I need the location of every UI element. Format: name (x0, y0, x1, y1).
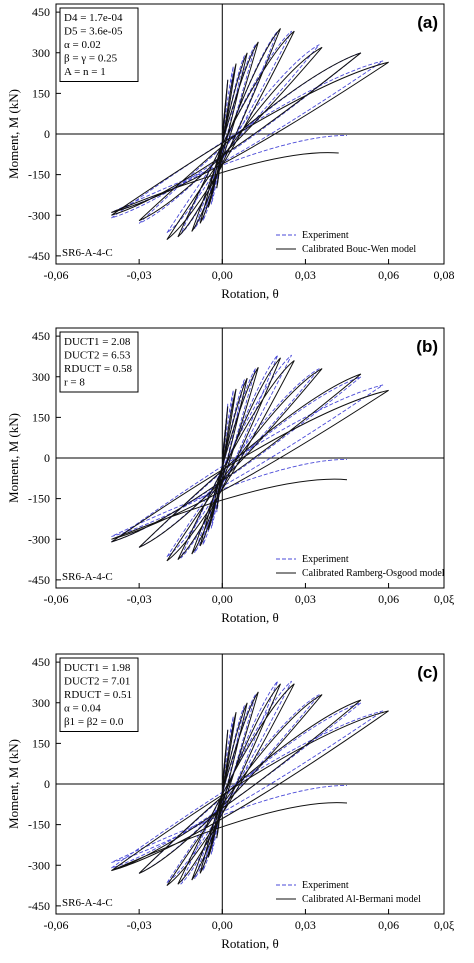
y-tick-label: -300 (28, 532, 50, 546)
y-tick-label: -450 (28, 573, 50, 587)
legend-label: Experiment (302, 230, 349, 241)
series-model-curve (111, 357, 389, 562)
y-tick-label: 450 (32, 655, 50, 669)
y-axis-label: Moment, M (kN) (6, 89, 21, 179)
x-tick-label: 0,06 (378, 268, 399, 282)
parameter-line: β1 = β2 = 0.0 (64, 716, 124, 728)
y-tick-label: -300 (28, 208, 50, 222)
x-tick-label: 0,03 (295, 592, 316, 606)
parameter-line: RDUCT = 0.51 (64, 689, 132, 701)
y-tick-label: -150 (28, 168, 50, 182)
y-tick-label: 300 (32, 46, 50, 60)
x-tick-label: 0,06 (378, 592, 399, 606)
y-tick-label: 0 (44, 127, 50, 141)
parameter-line: α = 0.02 (64, 39, 101, 51)
series-experiment-curve (111, 354, 384, 559)
parameter-box (59, 7, 139, 82)
panel-tag: (a) (417, 13, 438, 32)
x-tick-label: 0,00 (212, 268, 233, 282)
parameter-box (59, 657, 139, 732)
y-tick-label: 150 (32, 736, 50, 750)
legend-label: Calibrated Ramberg-Osgood model (302, 568, 445, 579)
parameter-line: D4 = 1.7e-04 (64, 12, 123, 24)
x-tick-label: -0,06 (44, 592, 69, 606)
x-tick-label: -0,06 (44, 268, 69, 282)
y-tick-label: 300 (32, 370, 50, 384)
parameter-line: A = n = 1 (64, 66, 106, 78)
parameter-line: DUCT1 = 1.98 (64, 662, 131, 674)
parameter-line: DUCT1 = 2.08 (64, 336, 131, 348)
x-tick-label: -0,03 (127, 268, 152, 282)
panel-tag: (b) (416, 337, 438, 356)
parameter-line: RDUCT = 0.58 (64, 363, 133, 375)
series-model-curve (111, 683, 389, 887)
specimen-label: SR6-A-4-C (62, 571, 113, 583)
parameter-line: r = 8 (64, 377, 85, 389)
y-tick-label: -150 (28, 818, 50, 832)
x-tick-label: -0,03 (127, 592, 152, 606)
series-model-curve (111, 28, 389, 240)
y-tick-label: -450 (28, 899, 50, 913)
y-tick-label: 450 (32, 329, 50, 343)
parameter-line: DUCT2 = 6.53 (64, 350, 131, 362)
specimen-label: SR6-A-4-C (62, 247, 113, 259)
y-tick-label: 450 (32, 5, 50, 19)
legend-label: Calibrated Bouc-Wen model (302, 244, 416, 255)
y-axis-label: Moment, M (kN) (6, 739, 21, 829)
x-tick-label: 0,0ξ (434, 918, 455, 932)
x-tick-label: 0,03 (295, 268, 316, 282)
x-tick-label: 0,0ξ (434, 592, 455, 606)
x-tick-label: -0,03 (127, 918, 152, 932)
chart-panel-2: -0,06 -0,03 0,00 0,03 0,06 0,0ξ 450 300 150 0 -150… (6, 327, 455, 625)
y-axis-label: Moment, M (kN) (6, 413, 21, 503)
panel-tag: (c) (417, 663, 438, 682)
y-tick-label: 300 (32, 696, 50, 710)
x-axis-label: Rotation, θ (221, 286, 279, 301)
x-axis-label: Rotation, θ (221, 936, 279, 951)
series-experiment-curve (111, 30, 384, 235)
parameter-line: DUCT2 = 7.01 (64, 676, 130, 688)
y-tick-label: -300 (28, 858, 50, 872)
specimen-label: SR6-A-4-C (62, 897, 113, 909)
parameter-line: D5 = 3.6e-05 (64, 26, 123, 38)
chart-panel-1: -0,06 -0,03 0,00 0,03 0,06 0,08 450 300 150 0 -150… (6, 3, 455, 301)
x-tick-label: 0,06 (378, 918, 399, 932)
x-axis-label: Rotation, θ (221, 610, 279, 625)
parameter-line: α = 0.04 (64, 703, 101, 715)
legend-label: Calibrated Al-Bermani model (302, 894, 421, 905)
x-tick-label: 0,08 (434, 268, 455, 282)
y-tick-label: 0 (44, 777, 50, 791)
y-tick-label: 0 (44, 451, 50, 465)
x-tick-label: -0,06 (44, 918, 69, 932)
y-tick-label: -150 (28, 492, 50, 506)
x-tick-label: 0,00 (212, 592, 233, 606)
y-tick-label: -450 (28, 249, 50, 263)
legend-label: Experiment (302, 880, 349, 891)
legend-label: Experiment (302, 554, 349, 565)
y-tick-label: 150 (32, 410, 50, 424)
x-tick-label: 0,03 (295, 918, 316, 932)
x-tick-label: 0,00 (212, 918, 233, 932)
parameter-box (59, 331, 139, 393)
parameter-line: β = γ = 0.25 (64, 53, 118, 65)
y-tick-label: 150 (32, 86, 50, 100)
chart-panel-3: -0,06 -0,03 0,00 0,03 0,06 0,0ξ 450 300 150 0 -150… (6, 653, 455, 951)
